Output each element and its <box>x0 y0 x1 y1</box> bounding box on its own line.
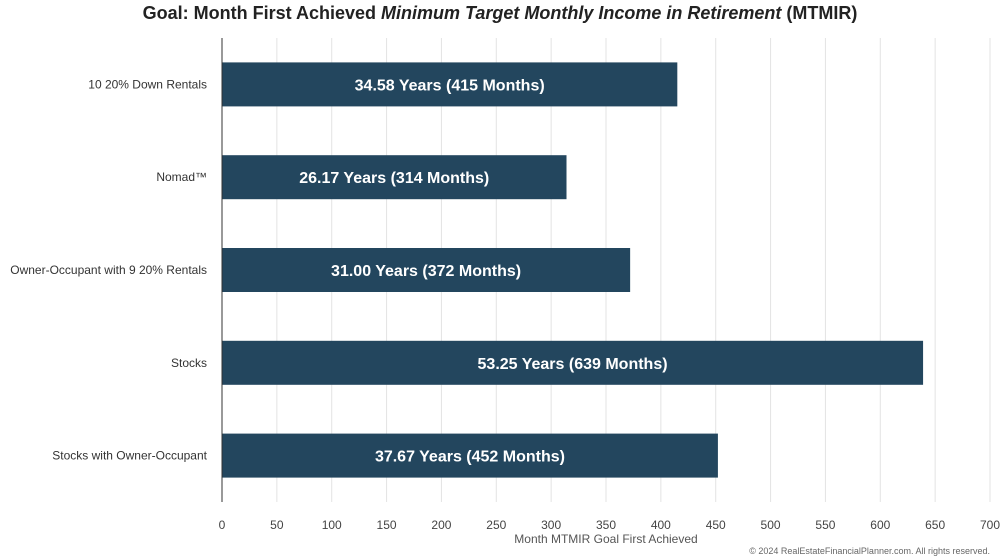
x-tick-label: 150 <box>377 518 397 532</box>
bar-data-label: 53.25 Years (639 Months) <box>478 356 668 373</box>
x-tick-label: 450 <box>706 518 726 532</box>
bar-data-label: 26.17 Years (314 Months) <box>299 170 489 187</box>
x-tick-label: 550 <box>815 518 835 532</box>
x-tick-label: 200 <box>431 518 451 532</box>
x-tick-label: 400 <box>651 518 671 532</box>
x-tick-label: 50 <box>270 518 284 532</box>
x-tick-label: 500 <box>761 518 781 532</box>
x-tick-label: 700 <box>980 518 1000 532</box>
chart-title: Goal: Month First Achieved Minimum Targe… <box>143 3 858 23</box>
x-tick-label: 100 <box>322 518 342 532</box>
copyright-notice: © 2024 RealEstateFinancialPlanner.com. A… <box>749 546 990 556</box>
x-tick-label: 600 <box>870 518 890 532</box>
bar <box>222 433 718 478</box>
y-category-label: Owner-Occupant with 9 20% Rentals <box>10 263 207 277</box>
bar-data-label: 37.67 Years (452 Months) <box>375 449 565 466</box>
bar <box>222 155 567 200</box>
y-category-label: Nomad™ <box>156 170 207 184</box>
x-tick-label: 0 <box>219 518 226 532</box>
bar <box>222 62 678 107</box>
x-tick-label: 250 <box>486 518 506 532</box>
x-tick-label: 300 <box>541 518 561 532</box>
bar-data-label: 31.00 Years (372 Months) <box>331 263 521 280</box>
y-category-label: Stocks with Owner-Occupant <box>52 449 207 463</box>
chart-title-prefix: Goal: Month First Achieved <box>143 3 381 23</box>
x-axis-title: Month MTMIR Goal First Achieved <box>514 532 697 546</box>
y-category-label: 10 20% Down Rentals <box>88 77 207 91</box>
bars: 34.58 Years (415 Months) 26.17 Years (314… <box>222 62 924 478</box>
chart-title-emphasis: Minimum Target Monthly Income in Retirem… <box>381 3 782 23</box>
chart-title-suffix: (MTMIR) <box>781 3 857 23</box>
x-tick-label: 350 <box>596 518 616 532</box>
bar <box>222 340 924 385</box>
y-category-label: Stocks <box>171 356 207 370</box>
x-tick-label: 650 <box>925 518 945 532</box>
axes: 0 50 100 150 200 250 300 350 400 450 500 550 600 650 7… <box>10 38 1000 532</box>
bar-data-label: 34.58 Years (415 Months) <box>355 77 545 94</box>
bar <box>222 248 631 292</box>
